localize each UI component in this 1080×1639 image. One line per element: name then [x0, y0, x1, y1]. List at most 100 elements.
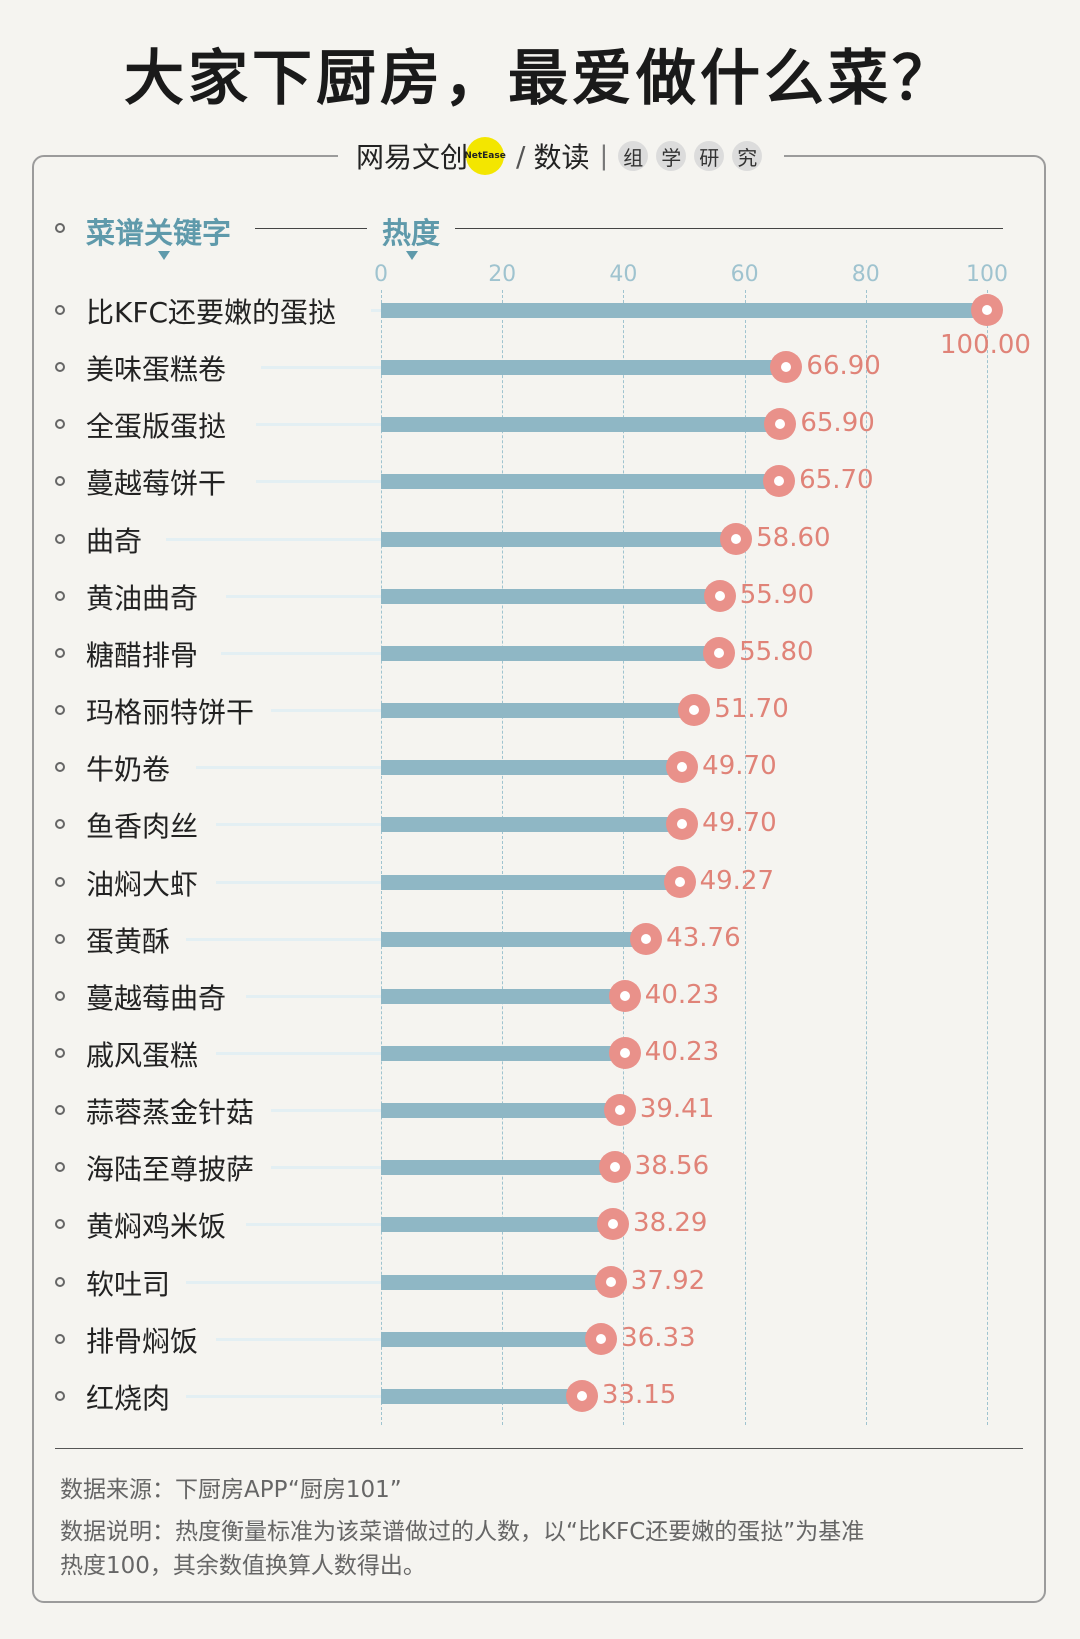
- row-bullet: [55, 476, 65, 487]
- category-label: 戚风蛋糕: [86, 1038, 199, 1072]
- category-label: 曲奇: [86, 524, 143, 558]
- category-label: 全蛋版蛋挞: [86, 410, 227, 444]
- x-tick-label: 100: [966, 262, 1008, 287]
- bar-end-marker: [597, 1208, 630, 1241]
- row-bullet: [55, 1390, 65, 1401]
- x-tick-label: 60: [730, 262, 759, 287]
- bar-end-marker: [678, 694, 711, 727]
- category-label: 黄焖鸡米饭: [86, 1210, 227, 1244]
- leader-line: [226, 594, 381, 598]
- bar-end-marker: [608, 1036, 641, 1069]
- bar: [381, 931, 647, 947]
- value-label: 33.15: [601, 1379, 677, 1410]
- row-bullet: [55, 1162, 65, 1173]
- leader-line: [196, 766, 381, 770]
- bar-end-marker: [565, 1379, 598, 1412]
- leader-line: [271, 1109, 381, 1113]
- data-note: 数据说明：热度衡量标准为该菜谱做过的人数，以“比KFC还要嫩的蛋挞”为基准: [60, 1519, 865, 1545]
- brand-dot: NetEase: [464, 137, 506, 175]
- leader-line: [216, 823, 381, 827]
- leader-line: [186, 1280, 381, 1284]
- bar-end-marker: [598, 1151, 631, 1184]
- leader-line: [261, 366, 381, 370]
- bar: [381, 817, 683, 833]
- brand-badge: 组: [618, 141, 649, 171]
- row-bullet: [55, 533, 65, 544]
- value-label: 51.70: [714, 694, 789, 725]
- bar: [381, 874, 680, 890]
- gridline: [744, 290, 746, 1425]
- brand-sub: 数读: [533, 141, 590, 174]
- value-label: 43.76: [666, 922, 741, 953]
- category-label: 海陆至尊披萨: [86, 1153, 255, 1187]
- value-label: 65.70: [799, 465, 874, 496]
- bar-end-marker: [663, 865, 696, 898]
- category-label: 蔓越莓饼干: [86, 467, 227, 501]
- value-label: 40.23: [644, 979, 720, 1010]
- bar-end-marker: [764, 408, 797, 441]
- row-bullet: [55, 705, 65, 716]
- bar-end-marker: [666, 751, 699, 784]
- bar: [381, 360, 787, 376]
- category-label: 黄油曲奇: [86, 581, 199, 615]
- category-header: 菜谱关键字: [86, 216, 232, 250]
- bar-end-marker: [608, 979, 641, 1012]
- value-label: 37.92: [630, 1265, 706, 1296]
- bar-end-marker: [720, 522, 753, 555]
- value-label: 55.90: [739, 579, 815, 610]
- value-label: 100.00: [940, 330, 1031, 360]
- value-header-arrow-icon: [406, 251, 418, 260]
- data-source: 数据来源：下厨房APP“厨房101”: [60, 1477, 402, 1503]
- bar: [381, 417, 781, 433]
- bar-end-marker: [594, 1265, 627, 1298]
- bar: [381, 1388, 582, 1404]
- value-label: 49.27: [699, 865, 774, 896]
- leader-line: [271, 1166, 381, 1170]
- leader-line: [246, 1223, 381, 1227]
- value-label: 66.90: [806, 351, 881, 382]
- footer-divider: [55, 1448, 1023, 1449]
- gridline: [502, 290, 504, 1425]
- bar: [381, 1331, 602, 1347]
- leader-line: [216, 880, 381, 884]
- bar: [381, 1160, 615, 1176]
- bar-end-marker: [770, 351, 803, 384]
- brand-name: 网易文创: [356, 141, 469, 174]
- row-bullet: [55, 1105, 65, 1116]
- value-label: 65.90: [800, 408, 875, 439]
- row-bullet: [55, 362, 65, 373]
- bar: [381, 645, 720, 661]
- bar: [381, 588, 720, 604]
- bar: [381, 474, 780, 490]
- category-label: 油焖大虾: [86, 867, 199, 901]
- x-tick-label: 40: [609, 262, 638, 287]
- row-bullet: [55, 647, 65, 658]
- brand-badge: 究: [732, 141, 763, 171]
- category-label: 软吐司: [86, 1267, 171, 1301]
- category-label: 蔓越莓曲奇: [86, 981, 227, 1015]
- category-header-arrow-icon: [158, 251, 170, 260]
- bar: [381, 1274, 611, 1290]
- bar: [381, 760, 683, 776]
- brand-badge: 学: [656, 141, 687, 171]
- row-bullet: [55, 819, 65, 830]
- row-bullet: [55, 1333, 65, 1344]
- gridline: [381, 290, 382, 1425]
- x-tick-label: 80: [851, 262, 880, 287]
- category-label: 鱼香肉丝: [86, 810, 199, 844]
- bar-end-marker: [630, 922, 663, 955]
- row-bullet: [55, 1047, 65, 1058]
- row-bullet: [55, 590, 65, 601]
- value-label: 36.33: [621, 1322, 696, 1353]
- bar: [381, 1217, 614, 1233]
- bar: [381, 703, 695, 719]
- leader-line: [186, 937, 381, 941]
- value-header: 热度: [382, 216, 441, 250]
- value-label: 55.80: [739, 636, 814, 667]
- page-title: 大家下厨房，最爱做什么菜？: [124, 44, 956, 114]
- bar-end-marker: [703, 579, 736, 612]
- x-tick-label: 20: [488, 262, 517, 287]
- leader-line: [216, 1337, 381, 1341]
- value-label: 49.70: [702, 808, 777, 839]
- brand-separator: |: [599, 141, 609, 171]
